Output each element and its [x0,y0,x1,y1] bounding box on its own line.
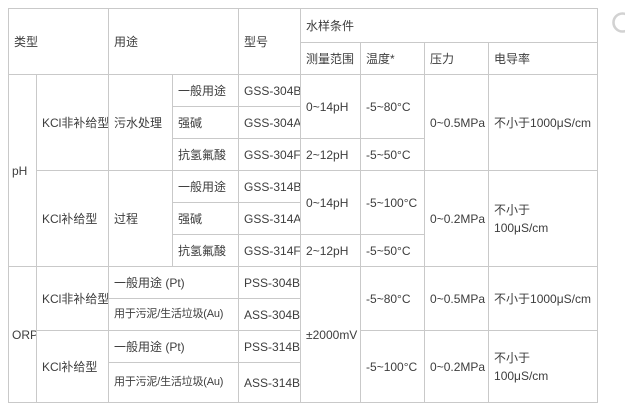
cell-application: 过程 [108,170,174,267]
cell-use: 一般用途 [172,170,240,203]
cell-use: 强碱 [172,106,240,139]
header-water-condition: 水样条件 [300,8,599,43]
cell-model: GSS-314F [238,234,302,267]
header-usage: 用途 [108,8,240,75]
cell-pressure: 0~0.5MPa [424,266,490,331]
header-conductivity: 电导率 [488,42,599,75]
cell-pressure: 0~0.2MPa [424,330,490,403]
header-temperature: 温度* [360,42,426,75]
header-type: 类型 [7,8,110,75]
cell-model: ASS-314B [238,362,302,403]
sensor-spec-table: 类型 用途 型号 水样条件 测量范围 温度* 压力 电导率 pH KCl非补给型… [7,8,599,403]
cell-measure-range: 2~12pH [300,234,362,267]
cell-use: 一般用途 (Pt) [108,266,240,299]
cell-conductivity: 不小于1000μS/cm [488,74,599,171]
header-measure-range: 测量范围 [300,42,362,75]
cell-use: 强碱 [172,202,240,235]
conductivity-line: 不小于 [494,202,531,217]
magnifier-icon[interactable] [611,11,625,41]
cell-temperature: -5~100°C [360,330,426,403]
cell-type-orp: ORP [8,266,37,403]
cell-pressure: 0~0.5MPa [424,74,490,171]
cell-supply-type: KCl补给型 [35,170,110,267]
cell-use: 用于污泥/生活垃圾(Au) [108,362,240,403]
cell-model: PSS-314B [238,330,302,363]
cell-temperature: -5~50°C [360,138,426,171]
cell-measure-range: 0~14pH [300,74,362,139]
cell-type-ph: pH [8,74,37,267]
cell-model: GSS-304A [238,106,302,139]
cell-supply-type: KCl非补给型 [35,74,110,171]
cell-use: 抗氢氟酸 [172,138,240,171]
cell-temperature: -5~50°C [360,234,426,267]
cell-supply-type: KCl补给型 [35,330,110,403]
header-pressure: 压力 [424,42,490,75]
cell-model: GSS-314B [238,170,302,203]
cell-model: GSS-304B [238,74,302,107]
cell-temperature: -5~80°C [360,74,426,139]
cell-use: 一般用途 [172,74,240,107]
cell-application: 污水处理 [108,74,174,171]
cell-use: 一般用途 (Pt) [108,330,240,363]
cell-temperature: -5~100°C [360,170,426,235]
cell-measure-range: 0~14pH [300,170,362,235]
conductivity-line: 不小于 [494,350,531,365]
cell-conductivity: 不小于 100μS/cm [488,170,599,267]
cell-model: GSS-314A [238,202,302,235]
cell-measure-range: ±2000mV [300,266,362,403]
conductivity-line: 100μS/cm [494,368,549,383]
cell-pressure: 0~0.2MPa [424,170,490,267]
cell-measure-range: 2~12pH [300,138,362,171]
cell-supply-type: KCl非补给型 [35,266,110,331]
cell-conductivity: 不小于1000μS/cm [488,266,599,331]
cell-use: 用于污泥/生活垃圾(Au) [108,298,240,331]
cell-model: GSS-304F [238,138,302,171]
conductivity-line: 100μS/cm [494,220,549,235]
cell-conductivity: 不小于 100μS/cm [488,330,599,403]
cell-temperature: -5~80°C [360,266,426,331]
header-model: 型号 [238,8,302,75]
cell-model: PSS-304B [238,266,302,299]
cell-use: 抗氢氟酸 [172,234,240,267]
cell-model: ASS-304B [238,298,302,331]
